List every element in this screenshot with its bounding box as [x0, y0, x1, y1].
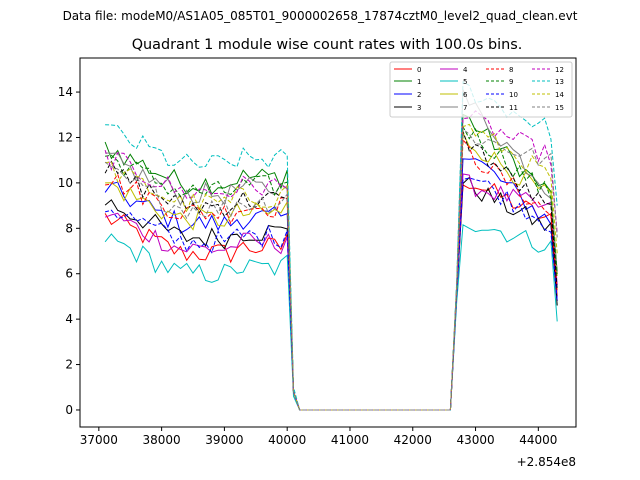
x-tick-label: 40000: [268, 433, 306, 447]
legend-label-11: 11: [509, 104, 518, 112]
x-axis: 37000 38000 39000 40000 41000 42000 43000 44000: [80, 427, 557, 447]
legend-label-15: 15: [555, 104, 564, 112]
legend-label-6: 6: [463, 91, 468, 99]
legend-label-13: 13: [555, 78, 564, 86]
x-tick-label: 41000: [331, 433, 369, 447]
chart-title: Quadrant 1 module wise count rates with …: [132, 37, 523, 53]
legend-label-0: 0: [417, 66, 421, 74]
legend-label-3: 3: [417, 104, 421, 112]
y-tick-label: 12: [58, 130, 73, 144]
file-suptitle: Data file: modeM0/AS1A05_085T01_90000026…: [63, 9, 578, 23]
legend-label-10: 10: [509, 91, 518, 99]
legend-label-14: 14: [555, 91, 564, 99]
plot-frame: [79, 57, 577, 428]
y-tick-label: 14: [58, 85, 73, 99]
y-tick-label: 8: [65, 221, 73, 235]
legend-label-1: 1: [417, 78, 421, 86]
series-line-15: [104, 128, 558, 411]
legend-label-4: 4: [463, 66, 468, 74]
series-line-4: [104, 173, 558, 411]
plot-lines: [104, 80, 558, 411]
series-line-9: [105, 124, 558, 411]
legend-label-5: 5: [463, 78, 467, 86]
legend-label-9: 9: [509, 78, 513, 86]
series-line-5: [104, 223, 558, 411]
y-axis: 0 2 4 6 8 10 12 14: [58, 85, 80, 417]
x-offset-label: +2.854e8: [517, 455, 576, 469]
y-tick-label: 6: [65, 267, 73, 281]
legend-label-2: 2: [417, 91, 421, 99]
legend-label-8: 8: [509, 66, 513, 74]
series-line-7: [105, 89, 558, 411]
series-line-14: [105, 123, 558, 411]
legend-box: [389, 61, 573, 118]
series-line-8: [105, 138, 558, 411]
series-line-3: [104, 176, 558, 411]
x-tick-label: 42000: [394, 433, 432, 447]
x-tick-label: 39000: [205, 433, 243, 447]
y-tick-label: 2: [65, 358, 73, 372]
x-tick-label: 37000: [80, 433, 118, 447]
series-line-10: [104, 177, 558, 411]
series-line-2: [104, 158, 558, 411]
x-tick-label: 43000: [456, 433, 494, 447]
y-tick-label: 4: [65, 312, 73, 326]
x-tick-label: 38000: [143, 433, 181, 447]
y-tick-label: 0: [65, 403, 73, 417]
series-line-6: [105, 132, 558, 411]
series-line-1: [104, 113, 558, 411]
series-line-0: [104, 182, 558, 411]
y-tick-label: 10: [58, 176, 73, 190]
legend-label-7: 7: [463, 104, 467, 112]
series-line-11: [104, 130, 558, 411]
legend-label-12: 12: [555, 66, 564, 74]
x-tick-label: 44000: [519, 433, 557, 447]
